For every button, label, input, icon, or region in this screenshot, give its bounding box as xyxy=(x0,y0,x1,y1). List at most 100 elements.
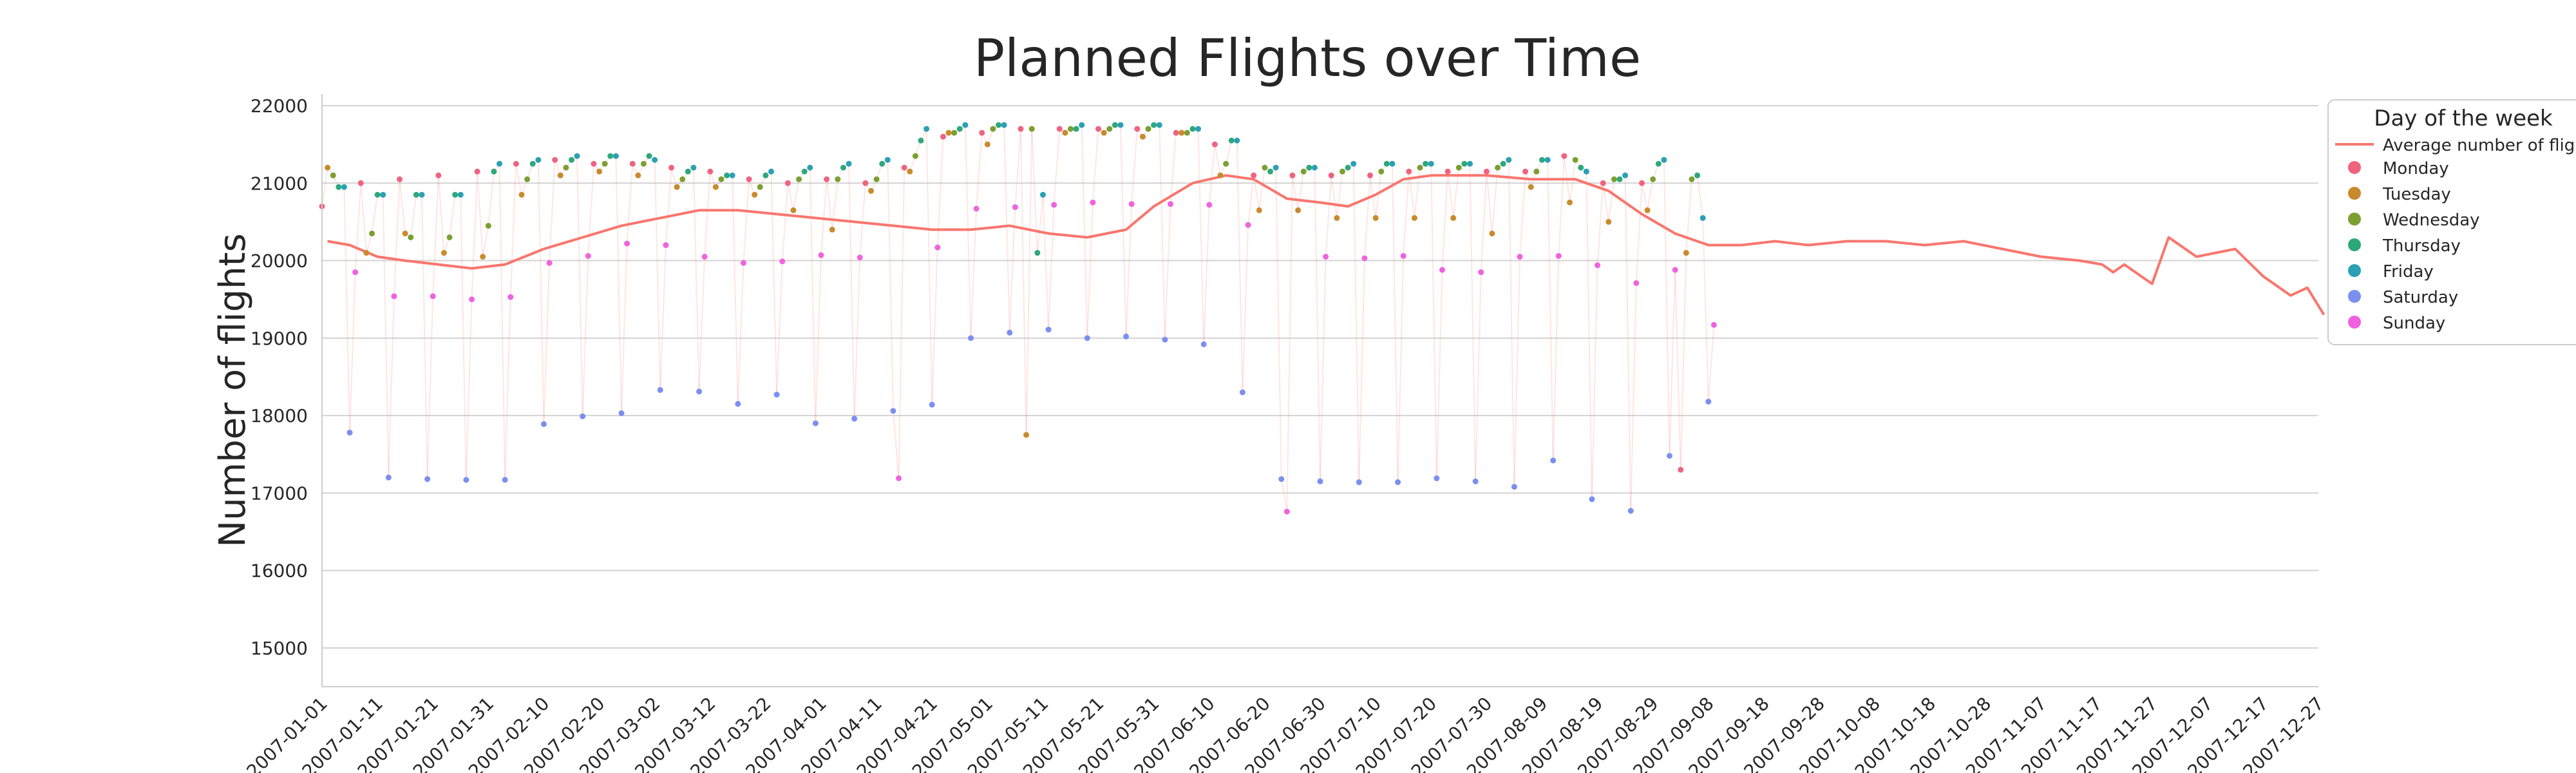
legend: Day of the week Average number of flight… xyxy=(2327,99,2576,345)
day-points xyxy=(319,122,1717,515)
day-point-sunday xyxy=(1206,202,1213,208)
day-connector-line xyxy=(737,263,744,405)
day-connector-line xyxy=(776,261,783,395)
day-connector-line xyxy=(471,171,478,300)
day-point-tuesday xyxy=(752,191,758,198)
day-point-friday xyxy=(1156,122,1162,128)
day-point-monday xyxy=(1018,126,1024,132)
day-connector-line xyxy=(1081,125,1088,338)
day-point-wednesday xyxy=(718,176,724,182)
day-point-saturday xyxy=(1705,398,1712,405)
day-point-wednesday xyxy=(1650,176,1656,182)
day-point-monday xyxy=(707,168,714,175)
day-connector-line xyxy=(770,171,778,395)
day-point-tuesday xyxy=(1334,215,1340,221)
day-point-thursday xyxy=(1461,160,1468,167)
day-point-monday xyxy=(668,164,674,171)
day-point-saturday xyxy=(1395,479,1401,486)
day-point-tuesday xyxy=(907,168,913,175)
day-connector-line xyxy=(931,247,938,405)
day-point-sunday xyxy=(1090,199,1096,205)
day-connector-line xyxy=(621,243,628,414)
day-point-monday xyxy=(591,160,597,167)
day-point-saturday xyxy=(1550,457,1557,464)
day-point-monday xyxy=(1289,172,1296,178)
day-point-wednesday xyxy=(563,164,569,171)
day-point-friday xyxy=(1467,160,1473,167)
day-point-wednesday xyxy=(679,176,686,182)
day-connector-line xyxy=(1447,171,1454,218)
day-point-monday xyxy=(1251,172,1257,178)
day-point-thursday xyxy=(1500,160,1506,167)
day-connector-line xyxy=(1624,175,1632,511)
day-connector-line xyxy=(1707,325,1715,402)
day-point-thursday xyxy=(1345,164,1351,171)
day-connector-line xyxy=(1352,164,1360,482)
day-connector-line xyxy=(1042,195,1050,330)
day-point-wednesday xyxy=(601,160,608,167)
day-point-saturday xyxy=(1045,327,1052,333)
day-point-wednesday xyxy=(796,176,802,182)
legend-title: Day of the week xyxy=(2374,106,2553,131)
day-connector-line xyxy=(543,263,551,425)
day-connector-line xyxy=(1391,164,1399,482)
legend-label-monday: Monday xyxy=(2383,159,2449,178)
day-connector-line xyxy=(826,179,833,230)
y-tick-label: 21000 xyxy=(251,173,308,194)
day-connector-line xyxy=(698,256,706,392)
day-point-tuesday xyxy=(1605,218,1612,225)
day-connector-line xyxy=(1086,202,1094,338)
day-point-friday xyxy=(1001,122,1007,128)
day-point-thursday xyxy=(607,153,614,159)
day-point-saturday xyxy=(1162,336,1168,343)
day-connector-line xyxy=(704,171,711,257)
day-point-thursday xyxy=(529,160,536,167)
day-point-friday xyxy=(1079,122,1085,128)
day-connector-line xyxy=(1669,269,1676,456)
day-connector-line xyxy=(1674,269,1681,470)
day-point-friday xyxy=(652,157,658,163)
day-connector-line xyxy=(1702,218,1709,402)
day-connector-line xyxy=(1159,125,1166,340)
day-connector-line xyxy=(1513,256,1520,487)
day-point-wednesday xyxy=(951,129,958,136)
day-point-wednesday xyxy=(408,234,414,240)
day-point-thursday xyxy=(996,122,1002,128)
legend-marker-tuesday xyxy=(2348,187,2361,200)
grid-lines xyxy=(322,105,2318,649)
day-connector-line xyxy=(1569,160,1577,203)
day-connector-line xyxy=(1208,144,1216,205)
day-connector-line xyxy=(432,175,439,296)
day-point-tuesday xyxy=(868,187,874,194)
day-connector-line xyxy=(792,179,800,211)
day-connector-line xyxy=(654,160,661,390)
day-connector-line xyxy=(626,164,634,244)
day-point-tuesday xyxy=(1179,129,1185,136)
day-point-tuesday xyxy=(518,191,525,198)
day-point-friday xyxy=(1583,168,1589,175)
day-connector-line xyxy=(399,179,406,234)
day-point-wednesday xyxy=(757,184,763,190)
day-point-saturday xyxy=(618,410,625,416)
day-connector-line xyxy=(1131,129,1138,204)
day-point-tuesday xyxy=(1644,207,1651,213)
day-point-thursday xyxy=(762,172,769,178)
day-connector-line xyxy=(1403,171,1410,256)
day-connector-line xyxy=(1125,204,1133,337)
day-connector-line xyxy=(1475,272,1482,482)
day-point-friday xyxy=(768,168,774,175)
day-point-sunday xyxy=(1633,280,1640,286)
day-connector-line xyxy=(892,410,900,479)
day-point-monday xyxy=(901,164,907,171)
day-point-thursday xyxy=(1694,172,1701,178)
day-point-monday xyxy=(824,176,830,182)
day-point-thursday xyxy=(1151,122,1157,128)
day-connector-line xyxy=(1336,171,1343,218)
y-tick-label: 22000 xyxy=(251,95,308,117)
day-connector-line xyxy=(1197,129,1205,345)
day-point-monday xyxy=(979,129,985,136)
day-point-thursday xyxy=(1383,160,1390,167)
day-point-wednesday xyxy=(1533,168,1540,175)
day-point-sunday xyxy=(1128,201,1135,207)
day-point-saturday xyxy=(385,474,392,481)
